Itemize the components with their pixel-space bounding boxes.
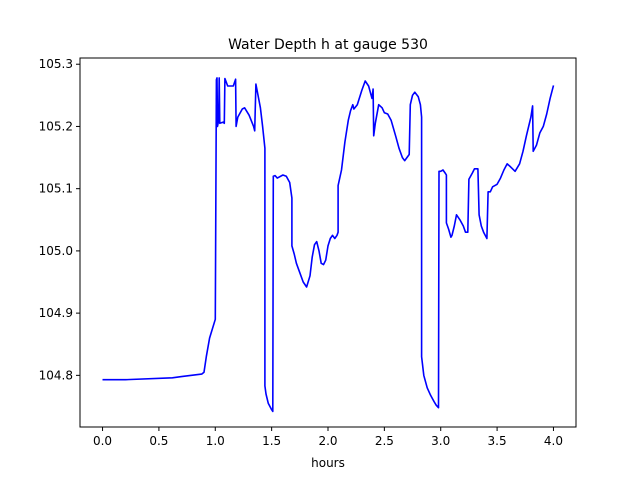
x-tick-label: 3.0 bbox=[431, 434, 450, 448]
x-tick-label: 1.0 bbox=[206, 434, 225, 448]
x-tick-label: 2.0 bbox=[318, 434, 337, 448]
x-tick-label: 0.0 bbox=[93, 434, 112, 448]
series-line-group bbox=[102, 77, 555, 413]
chart-title: Water Depth h at gauge 530 bbox=[228, 37, 428, 53]
y-tick-label: 105.3 bbox=[39, 57, 73, 71]
x-tick-label: 0.5 bbox=[149, 434, 168, 448]
x-axis: 0.0 0.5 1.0 1.5 2.0 2.5 3.0 3.5 4.0 bbox=[93, 427, 563, 448]
x-tick-label: 1.5 bbox=[262, 434, 281, 448]
x-axis-label: hours bbox=[311, 456, 345, 470]
y-tick-label: 104.8 bbox=[39, 368, 73, 382]
y-tick-label: 105.0 bbox=[39, 244, 73, 258]
x-tick-label: 3.5 bbox=[488, 434, 507, 448]
series-line-0 bbox=[102, 77, 555, 413]
y-tick-label: 104.9 bbox=[39, 306, 73, 320]
y-tick-label: 105.1 bbox=[39, 182, 73, 196]
x-tick-label: 2.5 bbox=[375, 434, 394, 448]
x-tick-label: 4.0 bbox=[544, 434, 563, 448]
y-tick-label: 105.2 bbox=[39, 119, 73, 133]
y-axis: 104.8 104.9 105.0 105.1 105.2 105.3 bbox=[39, 57, 80, 382]
